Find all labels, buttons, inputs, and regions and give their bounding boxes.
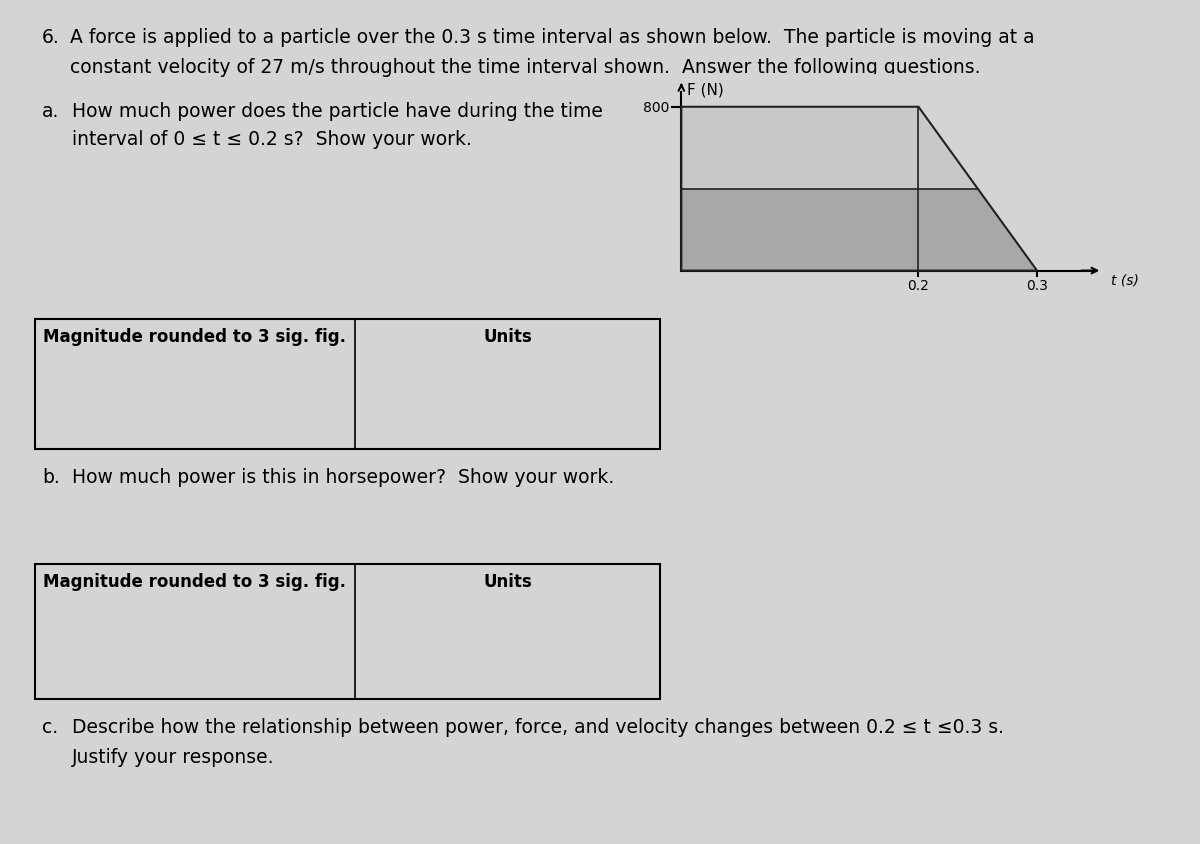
Text: Describe how the relationship between power, force, and velocity changes between: Describe how the relationship between po… [72, 717, 1004, 736]
Text: F (N): F (N) [688, 82, 724, 97]
Text: Units: Units [484, 327, 532, 345]
Text: 6.: 6. [42, 28, 60, 47]
Text: t (s): t (s) [1110, 273, 1139, 287]
Text: constant velocity of 27 m/s throughout the time interval shown.  Answer the foll: constant velocity of 27 m/s throughout t… [70, 58, 980, 77]
Text: Magnitude rounded to 3 sig. fig.: Magnitude rounded to 3 sig. fig. [43, 327, 346, 345]
Text: b.: b. [42, 468, 60, 486]
Text: How much power is this in horsepower?  Show your work.: How much power is this in horsepower? Sh… [72, 468, 614, 486]
Polygon shape [682, 108, 978, 189]
Text: c.: c. [42, 717, 58, 736]
Text: Magnitude rounded to 3 sig. fig.: Magnitude rounded to 3 sig. fig. [43, 572, 346, 590]
Polygon shape [682, 189, 1037, 271]
Bar [35, 320, 660, 450]
Text: How much power does the particle have during the time: How much power does the particle have du… [72, 102, 602, 121]
Text: A force is applied to a particle over the 0.3 s time interval as shown below.  T: A force is applied to a particle over th… [70, 28, 1034, 47]
Text: a.: a. [42, 102, 59, 121]
Text: Justify your response.: Justify your response. [72, 747, 275, 766]
Bar [35, 565, 660, 699]
Text: Units: Units [484, 572, 532, 590]
Text: interval of 0 ≤ t ≤ 0.2 s?  Show your work.: interval of 0 ≤ t ≤ 0.2 s? Show your wor… [72, 130, 472, 149]
Text: 0.3: 0.3 [1026, 279, 1048, 292]
Text: 0.2: 0.2 [907, 279, 929, 292]
Text: 800: 800 [643, 100, 670, 115]
